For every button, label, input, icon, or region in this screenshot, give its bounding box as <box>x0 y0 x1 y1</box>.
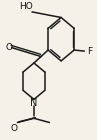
Text: HO: HO <box>19 2 33 11</box>
Text: N: N <box>30 98 38 108</box>
Text: O: O <box>10 124 17 133</box>
Text: O: O <box>5 43 12 52</box>
Text: F: F <box>87 47 92 56</box>
